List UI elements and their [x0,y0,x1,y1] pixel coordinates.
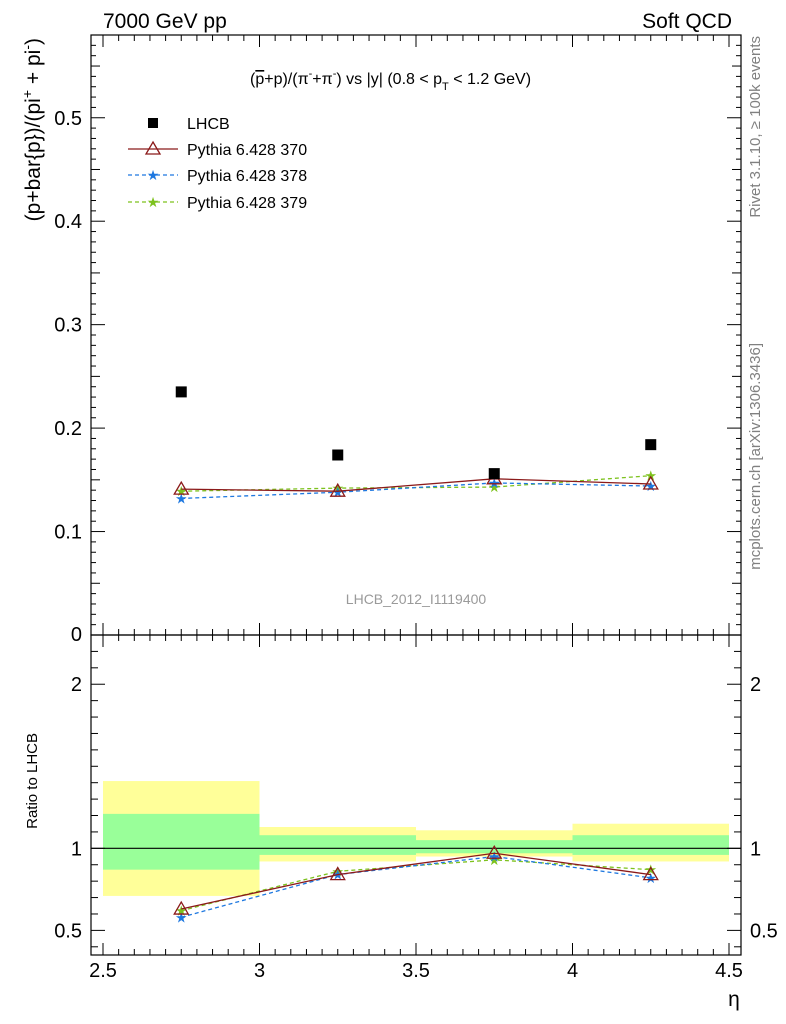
axis-ticks [91,34,741,955]
ratio-y-tick-label-right: 0.5 [750,920,778,942]
process-label: Soft QCD [642,10,732,33]
data-point-lhcb [645,439,657,451]
legend-marker-379: ★ [147,194,160,210]
ratio-band-inner [259,835,416,855]
y-tick-label: 0.3 [54,315,82,337]
y-tick-label: 0.1 [54,522,82,544]
series-line-pythia-6-428-378 [181,482,651,500]
ratio-bands [103,781,729,896]
ratio-point-pythia-6-428-378: ★ [644,870,657,886]
ratio-point-pythia-6-428-370 [173,900,190,915]
ratio-line-pythia-6-428-370 [181,852,651,910]
data-point-pythia-6-428-370 [329,482,346,497]
legend-label-lhcb: LHCB [187,116,230,133]
legend-label-379: Pythia 6.428 379 [187,195,307,212]
ratio-y-tick-label-left: 2 [71,674,82,696]
ratio-y-tick-label-right: 2 [750,674,761,696]
series-line-pythia-6-428-379 [181,475,651,492]
x-tick-label: 4 [567,960,578,982]
series-line-pythia-6-428-370 [181,478,651,492]
ratio-point-pythia-6-428-370 [486,844,503,859]
y-tick-label-zero: 0 [71,624,82,646]
ratio-line-pythia-6-428-378 [181,855,651,918]
ratio-y-tick-label-right: 1 [750,838,761,860]
x-tick-label: 3.5 [402,960,430,982]
ratio-y-tick-label-left: 0.5 [54,920,82,942]
y-tick-label: 0.5 [54,108,82,130]
x-tick-label: 2.5 [89,960,117,982]
legend-label-370: Pythia 6.428 370 [187,142,307,159]
legend-marker-378: ★ [147,167,160,183]
ratio-band-inner [572,835,729,855]
ratio-point-pythia-6-428-378: ★ [175,909,188,925]
data-point-pythia-6-428-378: ★ [644,478,657,494]
y-axis-label: (p+bar{p})/(pi+ + pi-) [19,38,45,221]
data-point-lhcb [332,449,344,461]
upper-series: ★ ★ ★★★ ★★ ★ [173,386,659,506]
x-tick-label: 4.5 [715,960,743,982]
x-axis-label: η [728,988,740,1011]
ratio-point-pythia-6-428-379: ★ [488,852,501,868]
ratio-point-pythia-6-428-370 [642,866,659,881]
x-tick-label: 3 [254,960,265,982]
data-point-pythia-6-428-378: ★ [175,490,188,506]
y-tick-label: 0.2 [54,418,82,440]
legend-marker-lhcb [148,118,158,128]
data-point-lhcb [488,468,500,480]
energy-label: 7000 GeV pp [103,10,227,33]
legend-label-378: Pythia 6.428 378 [187,168,307,185]
ratio-band-inner [103,813,260,870]
data-point-pythia-6-428-370 [642,475,659,490]
ratio-y-tick-label-left: 1 [71,838,82,860]
data-point-pythia-6-428-379: ★ [331,480,344,496]
ratio-y-axis-label: Ratio to LHCB [24,733,41,829]
chart-title: (p+p)/(π-+π-) vs |y| (0.8 < pT < 1.2 GeV… [250,68,531,93]
ratio-point-pythia-6-428-378: ★ [488,849,501,865]
y-tick-label: 0.4 [54,211,82,233]
analysis-watermark: LHCB_2012_I1119400 [346,591,487,607]
data-point-lhcb [175,386,187,398]
ratio-series: ★★★★★★★★ [173,844,659,925]
legend: LHCB Pythia 6.428 370 ★ Pythia 6.428 378… [128,116,307,212]
data-point-pythia-6-428-370 [173,480,190,495]
ratio-point-pythia-6-428-370 [329,866,346,881]
mcplots-label: mcplots.cern.ch [arXiv:1306.3436] [747,343,764,570]
tick-labels: 2.5 3 3.5 4 4.5 0.1 0.2 0.3 0.4 0.5 0 0.5 0.5 1 1 2 2 [54,108,778,982]
legend-marker-370 [144,140,162,155]
rivet-label: Rivet 3.1.10, ≥ 100k events [747,36,764,218]
